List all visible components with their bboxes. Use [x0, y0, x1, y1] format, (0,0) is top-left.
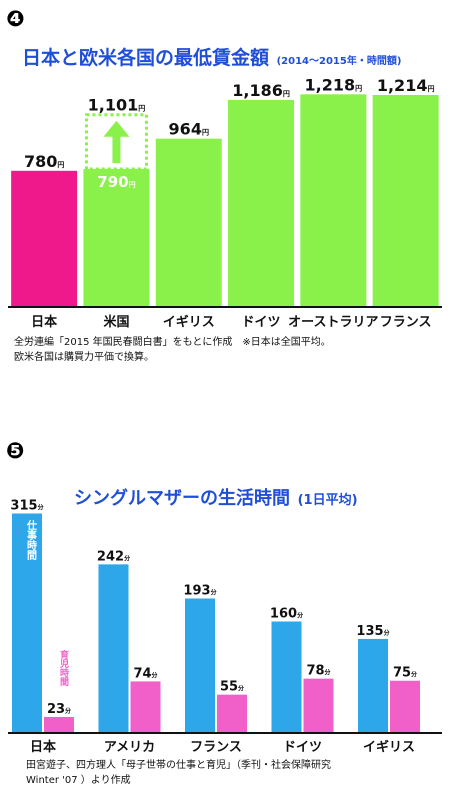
- chart4-us-arrow-head: [103, 120, 130, 137]
- chart4-value-label: 780円: [24, 152, 64, 171]
- chart4-category-label: 日本: [31, 314, 57, 330]
- chart5-value-label: 78分: [306, 664, 330, 679]
- chart4-bar: [300, 94, 367, 308]
- chart5-value-label: 23分: [47, 702, 71, 717]
- chart4-us-arrow-shaft: [112, 132, 121, 164]
- chart4-value-label: 1,218円: [305, 75, 363, 94]
- chart4-category-labels: 日本 米国 イギリス ドイツ オーストラリア フランス: [31, 314, 431, 330]
- chart4-value-label: 964円: [169, 120, 209, 139]
- chart4-value-label: 1,186円: [232, 81, 290, 100]
- chart5-title: シングルマザーの生活時間 (1日平均): [74, 487, 358, 509]
- chart4-bar: [11, 170, 78, 307]
- chart5-title-main: シングルマザーの生活時間: [74, 487, 290, 509]
- chart5-bar-childcare: [303, 678, 334, 733]
- chart5-legend-work: 仕事時間: [25, 519, 38, 561]
- chart5-bar-work: [271, 621, 302, 733]
- chart5-bar-childcare: [217, 694, 247, 733]
- chart5-bar-childcare: [44, 716, 74, 733]
- chart4-us-extension: [84, 113, 148, 171]
- chart4-value-label: 1,214円: [377, 76, 435, 95]
- chart5-subtitle: (1日平均): [298, 492, 358, 508]
- chart5-category-label: フランス: [190, 740, 242, 755]
- chart4-bar: [372, 95, 439, 307]
- chart5-note-2: Winter '07 ）より作成: [26, 774, 131, 786]
- chart5-value-label: 55分: [220, 680, 244, 695]
- chart4-title: 日本と欧米各国の最低賃金額 (2014〜2015年・時間額): [22, 46, 401, 69]
- chart4-bar: [228, 99, 295, 307]
- chart5-legend-childcare: 育児時間: [58, 649, 70, 687]
- chart4-category-label: フランス: [380, 315, 432, 330]
- chart5-value-label: 74分: [133, 666, 157, 681]
- chart4-note-2: 欧米各国は購買力平価で換算。: [14, 350, 154, 363]
- chart4-subtitle: (2014〜2015年・時間額): [277, 54, 402, 67]
- chart5-bars: [12, 513, 420, 733]
- chart5-category-label: イギリス: [363, 739, 415, 755]
- chart4-title-main: 日本と欧米各国の最低賃金額: [22, 46, 269, 69]
- chart4-category-label: ドイツ: [242, 315, 281, 330]
- chart4-marker: ❹: [6, 7, 25, 32]
- chart4-bar: [155, 138, 222, 307]
- chart5-bar-childcare: [130, 681, 161, 733]
- chart5-category-label: ドイツ: [283, 740, 322, 755]
- chart4-note-1: 全労連編「2015 年国民春闘白書」をもとに作成 ※日本は全国平均。: [14, 335, 331, 348]
- chart5-bar-work: [185, 598, 215, 733]
- chart5-marker: ❺: [6, 439, 25, 464]
- chart4-us-extra-label: 1,101円: [88, 96, 146, 115]
- chart5-category-label: 日本: [30, 739, 56, 755]
- chart5-bar-work: [12, 513, 42, 733]
- chart4-value-label: 790円: [97, 173, 135, 191]
- chart5-value-label: 160分: [270, 607, 303, 622]
- chart5-bar-work: [98, 564, 129, 733]
- chart5-bar-childcare: [390, 680, 420, 733]
- chart4-bar: [83, 169, 150, 307]
- chart5-bar-work: [358, 638, 388, 733]
- chart5-value-label: 135分: [356, 624, 389, 639]
- chart4-category-label: イギリス: [163, 314, 215, 330]
- chart5-value-label: 315分: [10, 498, 43, 513]
- chart4-bars: [11, 94, 439, 308]
- chart5-value-label: 242分: [97, 549, 130, 564]
- chart4-category-label: オーストラリア: [288, 315, 378, 330]
- chart5-value-label: 193分: [183, 584, 216, 599]
- chart4-value-labels: 780円 790円 1,101円 964円 1,186円 1,218円 1,214円: [24, 75, 435, 191]
- chart4-category-label: 米国: [103, 314, 129, 330]
- chart5-note-1: 田宮遊子、四方理人「母子世帯の仕事と育児」（季刊・社会保障研究: [26, 758, 331, 771]
- chart5-value-labels: 315分 23分 242分 74分 193分 55分 160分 78分 135分 75分: [10, 498, 417, 716]
- chart5-category-label: アメリカ: [104, 740, 155, 755]
- chart5-category-labels: 日本 アメリカ フランス ドイツ イギリス: [30, 739, 415, 755]
- chart5-value-label: 75分: [393, 666, 417, 681]
